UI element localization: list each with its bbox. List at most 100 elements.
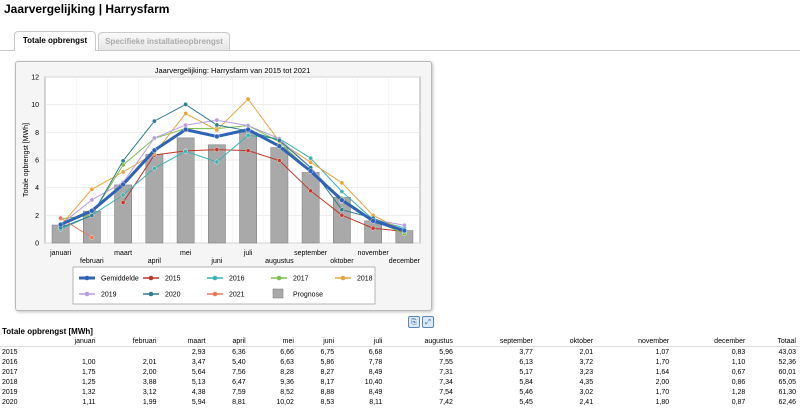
table-cell: 8,17 [320,378,335,386]
data-point [308,159,313,165]
data-point [89,187,95,192]
legend-label: 2017 [293,276,309,283]
table-cell: 1,80 [655,398,670,406]
tab-totale-opbrengst[interactable]: Totale opbrengst [14,31,96,51]
bar-prognose [176,137,195,244]
data-point [308,188,313,194]
tab-bar: Totale opbrengst Specifieke installatieo… [0,30,800,51]
table-cell: 61,30 [778,388,796,396]
table-row: 2020 1,11 1,99 5,94 8,81 10,02 8,53 8,11 7,42 5,4… [0,397,800,407]
fullscreen-icon[interactable]: ⤢ [422,316,434,328]
table-cell: 7,34 [439,378,453,386]
x-tick-label: februari [80,258,104,265]
tab-specifieke-installatieopbrengst[interactable]: Specifieke installatieopbrengst [98,32,230,50]
column-header [0,336,45,347]
table-cell: 4,38 [191,388,206,396]
data-point [245,148,251,153]
table-cell: 1,32 [81,388,96,396]
table-cell: 7,56 [232,368,246,376]
bar-prognose [208,144,226,244]
table-cell: 1,28 [731,388,746,396]
yield-table: januari februari maart april mei juni juli augu… [0,336,800,407]
column-header: september [456,336,537,347]
data-point [245,133,251,138]
x-tick-label: april [148,258,162,265]
bar-prognose [301,172,320,244]
x-tick-label: oktober [330,258,354,265]
data-point [214,117,220,123]
data-point [183,111,188,116]
legend-label: 2016 [229,276,245,283]
legend-marker [212,275,218,281]
data-point [277,138,282,143]
table-cell: 0,86 [731,378,746,386]
data-point [339,212,345,218]
table-cell: 3,77 [519,348,533,356]
row-year: 2018 [2,378,18,386]
data-point [308,155,313,161]
table-cell: 3,47 [191,358,206,366]
table-cell: 8,11 [369,398,383,406]
legend-label: 2020 [165,292,181,299]
data-point [214,127,220,133]
data-point [89,197,95,203]
table-cell: 10,02 [276,398,294,406]
table-cell: 5,40 [232,358,246,366]
row-year: 2015 [2,348,18,356]
table-cell: 5,46 [519,388,533,396]
x-tick-label: maart [114,250,132,257]
y-tick-label: 2 [35,213,39,220]
column-header: januari [44,336,100,347]
chart-title: Jaarvergelijking: Harrysfarm van 2015 to… [155,66,311,75]
x-tick-label: september [294,250,328,257]
data-point [214,122,220,128]
data-point [370,218,376,224]
table-cell: 3,23 [579,368,594,376]
table-cell: 8,52 [280,388,294,396]
data-point [339,197,345,203]
table-cell: 10,40 [364,378,383,386]
data-point [402,222,407,228]
y-tick-label: 6 [35,158,39,165]
table-cell: 1,64 [655,368,670,376]
table-cell: 5,94 [191,398,206,406]
data-point [152,118,157,124]
table-cell: 8,49 [368,388,383,396]
y-tick-label: 12 [31,75,39,82]
table-cell: 1,00 [81,358,96,366]
legend-label: Prognose [293,292,323,299]
table-cell [44,347,99,358]
x-tick-label: januari [49,250,71,257]
table-cell: 1,75 [81,368,96,376]
export-icon[interactable]: ⎘ [408,316,420,328]
data-point [89,213,95,218]
row-year: 2016 [2,358,18,366]
table-cell: 6,63 [280,358,294,366]
x-tick-label: december [389,258,421,265]
series-gemiddelde-line [59,127,405,233]
row-year: 2020 [2,398,18,406]
row-year: 2019 [2,388,18,396]
data-point [120,158,126,164]
table-cell: 8,27 [320,368,335,376]
table-header-row: januari februari maart april mei juni juli augu… [0,336,800,347]
data-point [214,147,220,152]
table-cell: 7,54 [439,388,453,396]
y-tick-label: 4 [35,185,39,192]
table-cell: 6,47 [232,378,246,386]
table-cell: 1,99 [142,398,157,406]
table-cell: 0,83 [731,348,746,356]
table-cell: 5,96 [439,348,453,356]
data-point [120,169,126,175]
chart-panel: 0 2 4 6 8 10 12 Jaarvergelijking: Harrysfarm va… [15,61,432,311]
page-title: Jaarvergelijking | Harrysfarm [4,2,170,16]
data-point [308,168,314,174]
data-point [245,96,251,102]
table-row: 2015 2,93 6,36 6,66 6,75 6,68 5,96 3,77 2,01 1,07… [0,347,800,358]
table-cell: 52,36 [778,358,796,366]
table-cell: 1,25 [81,378,96,386]
table-cell: 5,17 [519,368,533,376]
series-2015-line [122,149,405,232]
column-header: maart [160,336,210,347]
table-cell: 9,36 [280,378,294,386]
